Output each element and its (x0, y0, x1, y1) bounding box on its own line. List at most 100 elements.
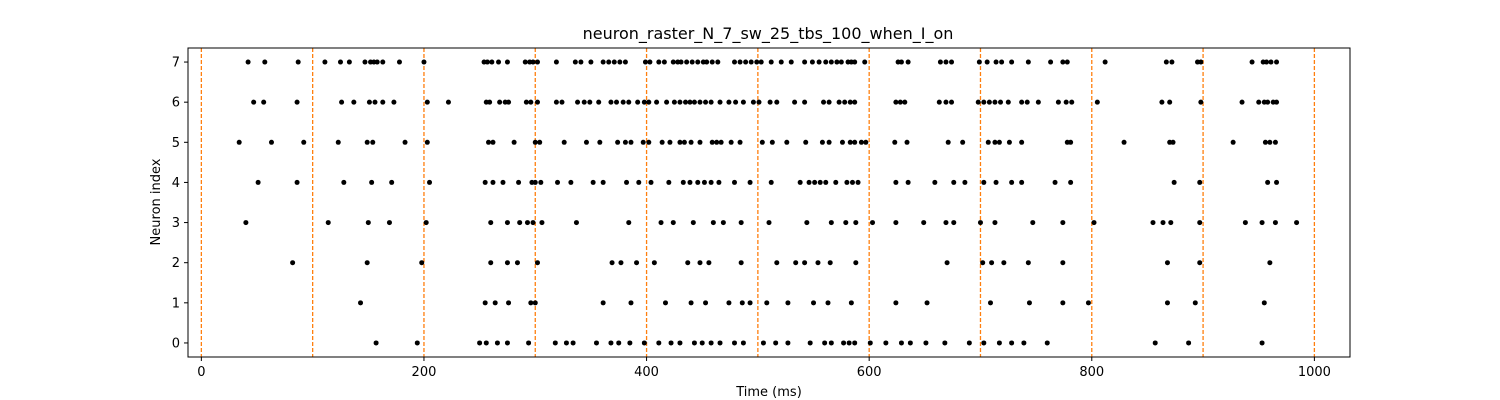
spike-point (977, 220, 983, 226)
spike-point (893, 300, 899, 306)
spike-point (784, 139, 790, 145)
spike-point (487, 99, 493, 105)
spike-point (1167, 99, 1173, 105)
spike-point (1009, 179, 1015, 185)
spike-point (1262, 139, 1268, 145)
spike-point (1169, 59, 1175, 65)
spike-point (294, 99, 300, 105)
spike-point (728, 139, 734, 145)
y-tick-label: 4 (172, 176, 180, 191)
spike-point (622, 59, 628, 65)
spike-point (294, 179, 300, 185)
y-tick-label: 2 (172, 256, 180, 271)
spike-point (999, 59, 1005, 65)
spike-point (985, 139, 991, 145)
spike-point (626, 220, 632, 226)
spike-point (646, 99, 652, 105)
spike-point (690, 220, 696, 226)
spike-point (514, 260, 520, 266)
spike-point (563, 340, 569, 346)
spike-point (370, 139, 376, 145)
spike-point (681, 139, 687, 145)
spike-point (987, 300, 993, 306)
spike-points-group (236, 59, 1300, 346)
spike-point (642, 59, 648, 65)
chart-title: neuron_raster_N_7_sw_25_tbs_100_when_I_o… (583, 24, 954, 44)
spike-point (740, 99, 746, 105)
spike-point (1021, 340, 1027, 346)
spike-point (530, 220, 536, 226)
spike-point (1121, 139, 1127, 145)
spike-point (893, 220, 899, 226)
spike-point (992, 220, 998, 226)
spike-point (351, 99, 357, 105)
spike-point (423, 220, 429, 226)
spike-point (553, 59, 559, 65)
spike-point (862, 59, 868, 65)
spike-point (1152, 340, 1158, 346)
spike-point (358, 300, 364, 306)
spike-point (506, 300, 512, 306)
spike-point (553, 99, 559, 105)
spike-point (688, 139, 694, 145)
spike-point (339, 99, 345, 105)
spike-point (373, 340, 379, 346)
spike-point (537, 139, 543, 145)
spike-point (538, 179, 544, 185)
spike-point (828, 220, 834, 226)
spike-point (962, 179, 968, 185)
spike-point (981, 99, 987, 105)
spike-point (704, 59, 710, 65)
spike-point (389, 179, 395, 185)
spike-point (634, 260, 640, 266)
spike-point (996, 139, 1002, 145)
spike-point (620, 99, 626, 105)
spike-point (496, 59, 502, 65)
spike-point (483, 340, 489, 346)
spike-point (1186, 340, 1192, 346)
spike-point (1259, 220, 1265, 226)
spike-point (708, 340, 714, 346)
spike-point (812, 179, 818, 185)
spike-point (611, 59, 617, 65)
spike-point (769, 139, 775, 145)
spike-point (1005, 99, 1011, 105)
spike-point (575, 99, 581, 105)
spike-point (1025, 260, 1031, 266)
spike-point (524, 220, 530, 226)
spike-point (685, 260, 691, 266)
spike-point (975, 99, 981, 105)
spike-point (597, 139, 603, 145)
spike-point (677, 99, 683, 105)
spike-point (819, 139, 825, 145)
spike-point (844, 179, 850, 185)
spike-point (1091, 220, 1097, 226)
spike-point (1052, 179, 1058, 185)
spike-point (788, 59, 794, 65)
spike-point (793, 260, 799, 266)
spike-point (1019, 139, 1025, 145)
spike-point (539, 220, 545, 226)
spike-point (710, 220, 716, 226)
spike-point (709, 139, 715, 145)
spike-point (608, 99, 614, 105)
spike-point (1009, 340, 1015, 346)
spike-point (614, 99, 620, 105)
spike-point (883, 340, 889, 346)
spike-point (1030, 220, 1036, 226)
spike-point (1259, 340, 1265, 346)
spike-point (488, 260, 494, 266)
spike-point (581, 99, 587, 105)
spike-point (687, 99, 693, 105)
spike-point (708, 99, 714, 105)
spike-point (671, 99, 677, 105)
spike-point (943, 99, 949, 105)
spike-point (561, 139, 567, 145)
spike-point (839, 139, 845, 145)
spike-point (1265, 179, 1271, 185)
spike-point (587, 99, 593, 105)
spike-point (559, 99, 565, 105)
spike-point (1264, 59, 1270, 65)
spike-point (1197, 260, 1203, 266)
spike-point (658, 220, 664, 226)
